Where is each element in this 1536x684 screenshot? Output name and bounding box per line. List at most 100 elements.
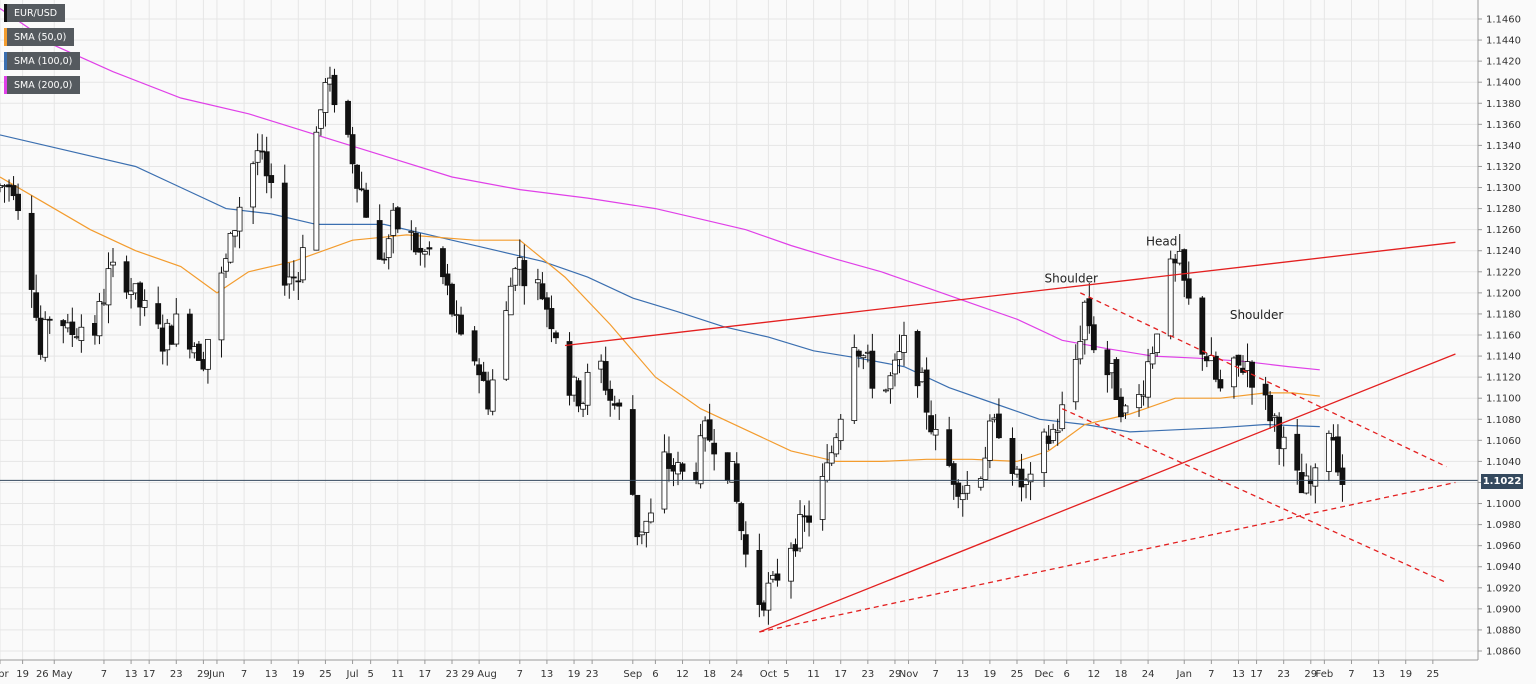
legend-item-eurusd[interactable]: EUR/USD — [4, 4, 66, 22]
candle — [295, 272, 302, 300]
candle-body — [774, 573, 781, 581]
x-tick-label: 19 — [984, 669, 997, 680]
legend-item-sma100[interactable]: SMA (100,0) — [4, 52, 81, 70]
candle — [584, 363, 591, 416]
candle — [78, 314, 85, 353]
candle — [141, 289, 148, 317]
candle — [1262, 376, 1269, 410]
legend-label: SMA (100,0) — [14, 55, 73, 67]
x-tick-label: 23 — [446, 669, 459, 680]
x-tick-label: 5 — [367, 669, 373, 680]
x-tick-label: 6 — [652, 669, 658, 680]
y-tick-label: 1.1380 — [1486, 99, 1521, 110]
candle-body — [46, 318, 53, 321]
candle-body — [1167, 258, 1174, 337]
candle — [281, 164, 288, 296]
candle — [996, 398, 1002, 440]
candle — [1072, 344, 1079, 410]
candle-body — [914, 331, 921, 387]
candle — [638, 531, 645, 545]
candle-body — [440, 248, 446, 278]
y-tick-label: 1.1320 — [1486, 162, 1521, 173]
candle — [1122, 404, 1129, 419]
candle-body — [1212, 355, 1219, 380]
x-tick-label: 23 — [861, 669, 874, 680]
y-tick-label: 1.1040 — [1486, 457, 1521, 468]
x-tick-label: 7 — [101, 669, 107, 680]
candle-body — [236, 206, 243, 232]
candle — [1009, 427, 1016, 486]
x-tick-label: 13 — [541, 669, 554, 680]
candle-body — [449, 283, 455, 315]
candle-body — [299, 247, 306, 281]
candle-body — [742, 534, 749, 555]
legend-item-sma200[interactable]: SMA (200,0) — [4, 76, 81, 94]
candle-body — [643, 520, 650, 533]
candle-body — [1235, 354, 1242, 366]
candle — [1235, 354, 1242, 377]
candle — [507, 277, 514, 316]
candle — [575, 377, 582, 413]
candle-body — [616, 402, 623, 407]
candle — [833, 433, 840, 458]
candle-body — [1041, 431, 1048, 474]
candle — [205, 339, 211, 384]
candle-body — [218, 272, 225, 341]
candle-body — [42, 319, 49, 358]
x-tick-label: 6 — [1064, 669, 1070, 680]
candle — [286, 262, 293, 299]
candle-body — [806, 515, 812, 523]
candle — [440, 246, 446, 285]
candle-body — [141, 300, 148, 308]
candle — [1145, 348, 1151, 408]
candle — [1339, 454, 1346, 502]
candle-body — [1181, 249, 1188, 281]
candle-body — [105, 268, 112, 306]
candle — [1149, 346, 1156, 369]
candle — [489, 369, 496, 416]
candle — [892, 353, 898, 387]
candle — [232, 230, 238, 248]
legend-swatch — [4, 4, 7, 22]
candle-body — [1325, 432, 1332, 472]
x-tick-label: Jun — [208, 669, 225, 680]
candle — [385, 234, 392, 270]
candle-body — [869, 350, 876, 389]
candle — [1294, 418, 1301, 485]
candle-body — [638, 531, 645, 536]
candle — [738, 501, 745, 541]
candle-body — [1104, 349, 1111, 376]
sma-50-line — [0, 176, 1320, 463]
candle-body — [426, 247, 433, 250]
y-tick-label: 1.0880 — [1486, 625, 1521, 636]
candle-body — [123, 261, 130, 293]
candle — [28, 195, 35, 308]
candle — [123, 255, 130, 299]
candle-body — [489, 379, 496, 412]
candle — [828, 445, 835, 466]
candle-body — [887, 375, 894, 390]
x-tick-label: 7 — [1208, 669, 1214, 680]
candle-body — [1054, 430, 1061, 433]
candle — [417, 233, 424, 266]
candle-body — [521, 260, 528, 287]
candle-body — [408, 230, 415, 233]
candle — [706, 403, 713, 442]
candle-body — [33, 292, 40, 318]
candle — [548, 295, 555, 343]
legend-item-sma50[interactable]: SMA (50,0) — [4, 28, 75, 46]
candle-body — [733, 463, 740, 502]
candle-body — [227, 233, 234, 263]
candle — [774, 558, 781, 587]
candle-body — [1018, 468, 1025, 488]
x-tick-label: 13 — [265, 669, 278, 680]
candle-body — [394, 207, 401, 230]
candle — [10, 176, 17, 201]
candle — [629, 395, 636, 496]
candle — [860, 354, 867, 370]
candle — [480, 361, 487, 382]
candle — [1303, 463, 1310, 495]
candle-body — [512, 268, 519, 286]
candle-body — [110, 261, 116, 266]
candle — [819, 463, 826, 531]
